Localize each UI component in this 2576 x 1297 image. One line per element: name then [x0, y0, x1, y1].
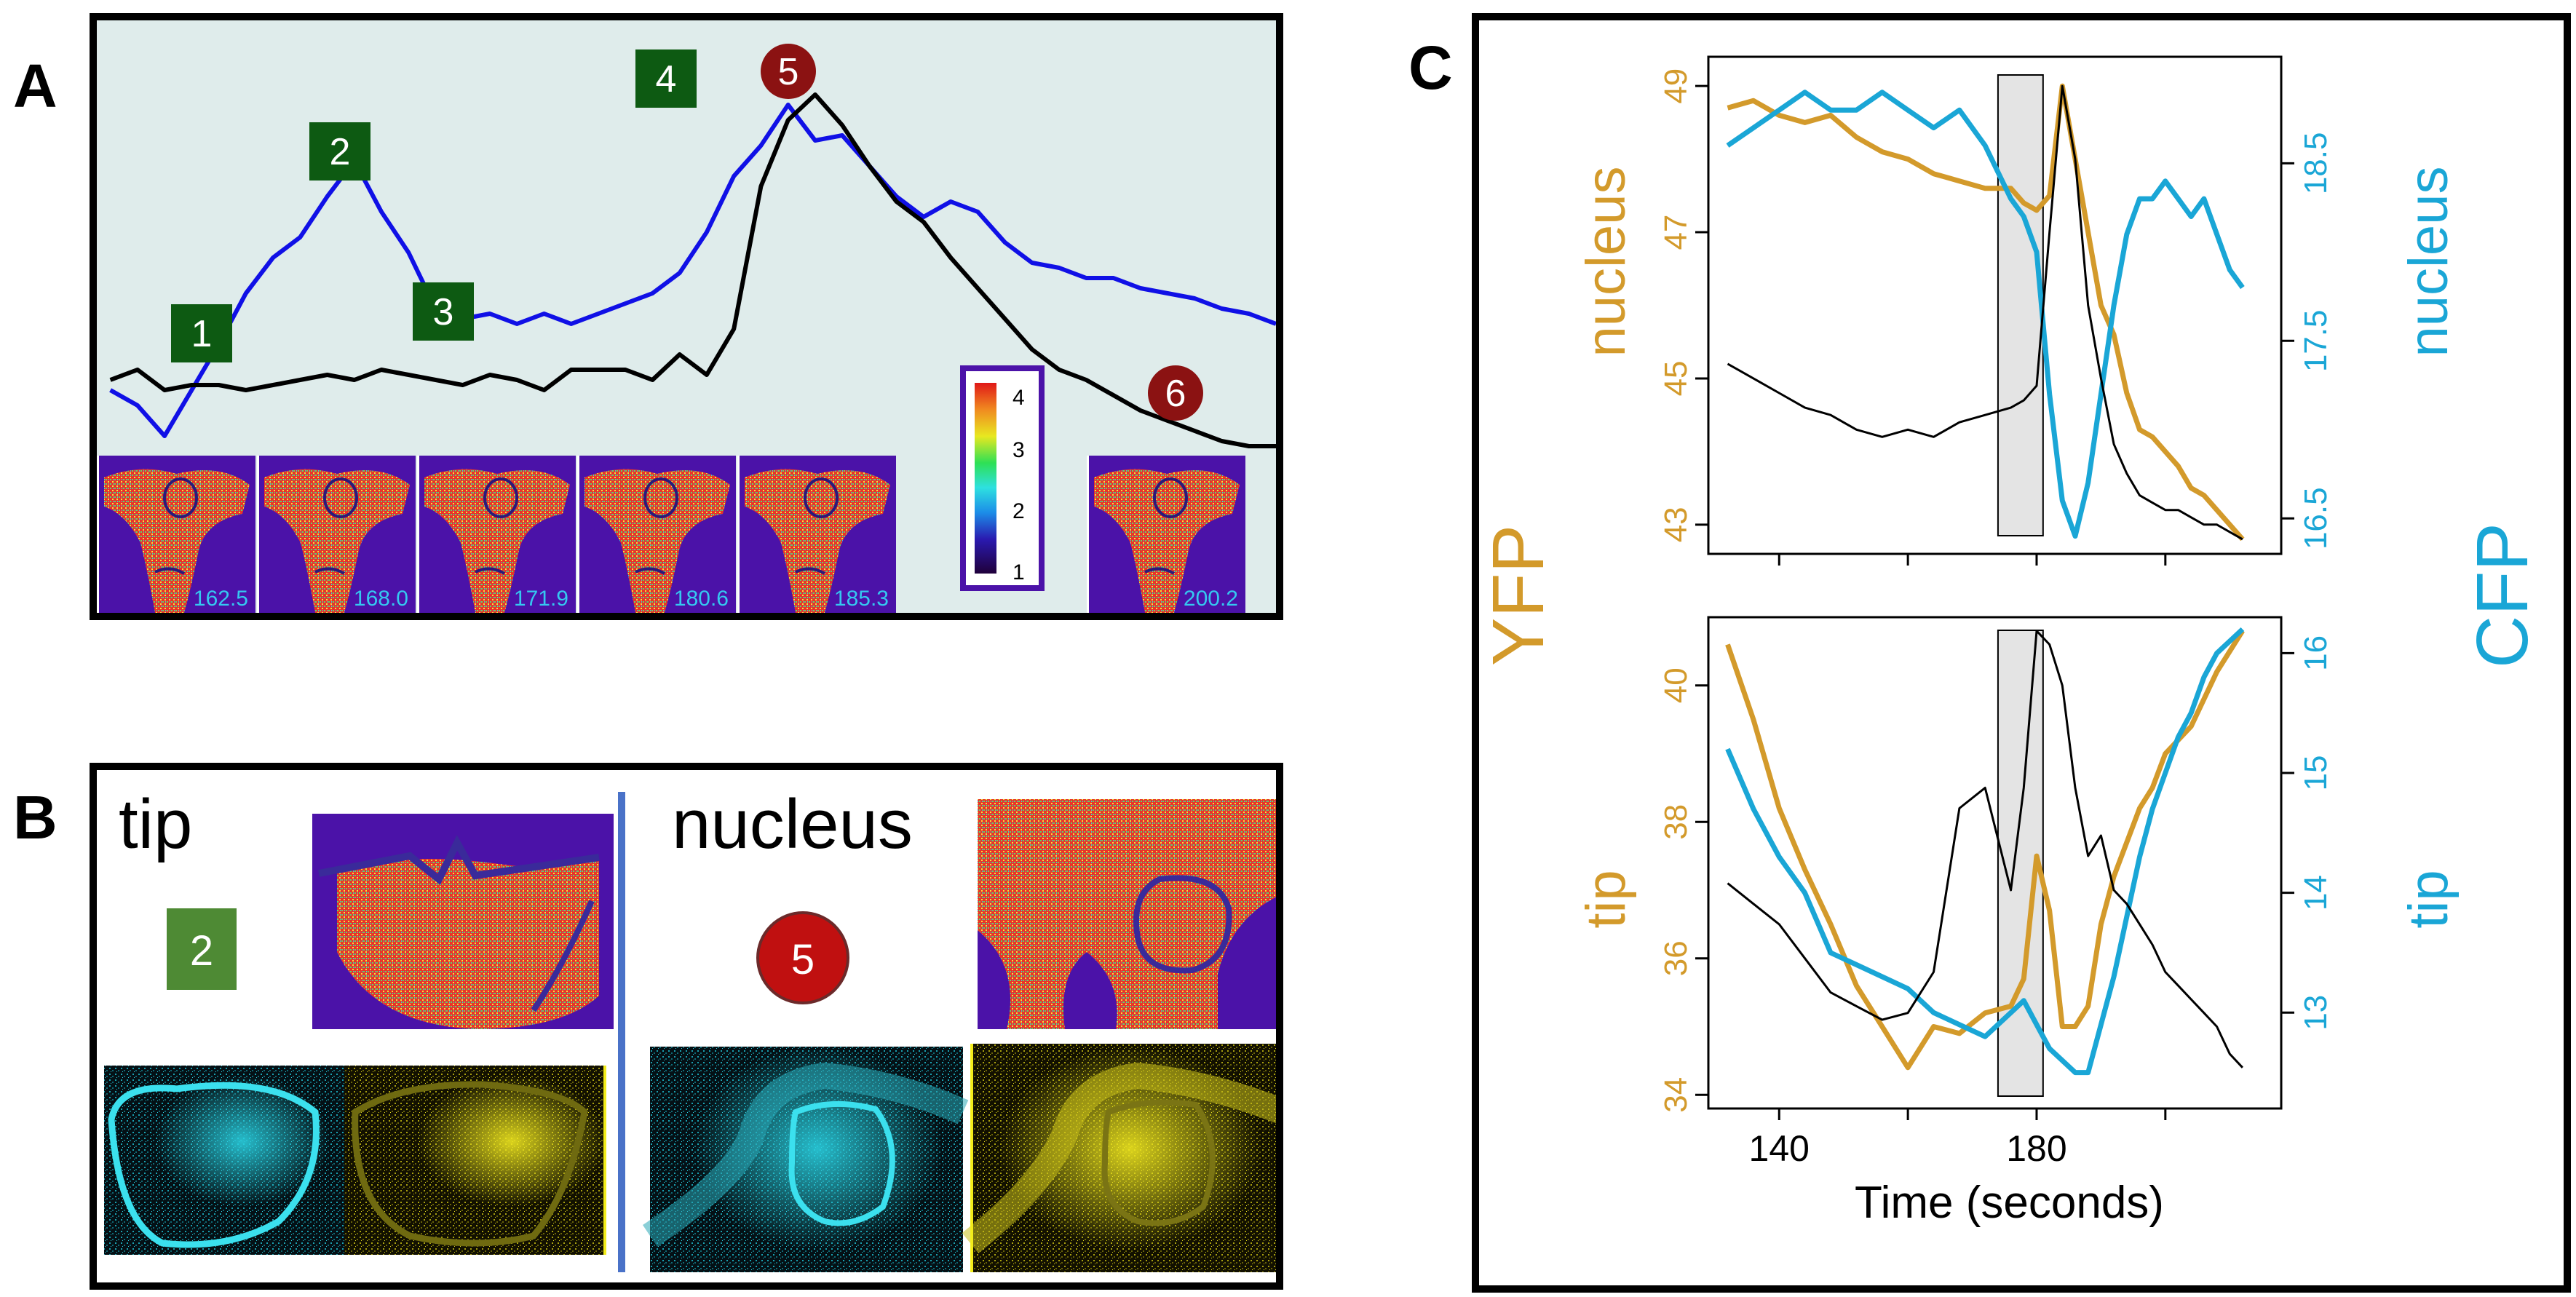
yfp-tip-label: tip	[1575, 870, 1637, 928]
y2-tick-label: 18.5	[2298, 132, 2334, 195]
y2-tick-label: 13	[2298, 995, 2334, 1031]
y-tick-label: 43	[1658, 507, 1694, 542]
frame-time-label: 162.5	[194, 587, 248, 611]
colorbar-tick-3: 3	[1012, 438, 1025, 462]
panel-a-chart: 162.5 168.0 171.9 180.6 185.3 200.2 1 2 3 4 5 6 4 …	[97, 20, 1276, 613]
colorbar-tick-1: 1	[1012, 560, 1025, 584]
plot-frame	[1707, 616, 2283, 1110]
y-tick-label: 45	[1658, 360, 1694, 396]
ratio-frame-4: 185.3	[737, 456, 896, 613]
trace-marker-1: 1	[171, 304, 232, 362]
yfp-nucleus-label: nucleus	[1575, 167, 1637, 357]
panel-label-a: A	[13, 52, 58, 120]
nucleus-ratio-image	[978, 799, 1276, 1029]
panel-label-b: B	[13, 783, 58, 852]
frame-time-label: 171.9	[514, 587, 568, 611]
y-tick-label: 36	[1658, 940, 1694, 976]
y-tick-label: 40	[1658, 667, 1694, 703]
x-axis-label: Time (seconds)	[1855, 1178, 2164, 1228]
ratio-frame-2: 171.9	[417, 456, 576, 613]
trace-marker-label: 2	[330, 131, 351, 173]
tip-cfp-image	[104, 1066, 344, 1255]
panel-b: 2 5 tip nucleus	[90, 763, 1283, 1290]
tip-marker: 2	[167, 908, 237, 990]
ratio-frame-0: 162.5	[97, 456, 255, 613]
frame-time-label: 185.3	[834, 587, 889, 611]
ratio-frame-5: 200.2	[1087, 456, 1245, 613]
y-tick-label: 47	[1658, 215, 1694, 250]
frame-time-label: 168.0	[354, 587, 408, 611]
nucleus-marker-label: 5	[791, 936, 815, 983]
trace-marker-3: 3	[413, 282, 474, 341]
trace-marker-2: 2	[309, 122, 370, 181]
panel-c: 49 47 45 43 18.5 17.5 16.5 nucleus nucleus 40 38 36…	[1472, 13, 2571, 1293]
ratio-black--line	[1727, 630, 2243, 1068]
cfp-nucleus-label: nucleus	[2398, 167, 2460, 357]
y-tick-label: 34	[1658, 1077, 1694, 1113]
cfp-nucleus-line	[1726, 90, 2245, 539]
yfp-axis-title: YFP	[1479, 525, 1559, 666]
colorbar-tick-2: 2	[1012, 499, 1025, 523]
y2-tick-label: 17.5	[2298, 309, 2334, 372]
ratio-black--line	[1727, 84, 2243, 541]
trace-marker-label: 6	[1165, 373, 1186, 415]
x-tick-label: 140	[1749, 1128, 1810, 1169]
tip-trace-line	[109, 103, 1276, 438]
trace-marker-6: 6	[1148, 365, 1203, 421]
y2-tick-label: 15	[2298, 755, 2334, 791]
frame-time-label: 200.2	[1184, 587, 1238, 611]
tip-marker-label: 2	[190, 927, 213, 975]
tip-yfp-image	[344, 1066, 606, 1255]
cfp-tip-label: tip	[2398, 870, 2460, 928]
panel-b-figure: 2 5	[104, 792, 1276, 1272]
panel-b-divider	[618, 792, 625, 1272]
y2-tick-label: 16	[2298, 635, 2334, 671]
yfp-nucleus-line	[1727, 83, 2245, 542]
nucleus-yfp-image	[962, 1044, 1276, 1272]
panel-a: 162.5 168.0 171.9 180.6 185.3 200.2 1 2 3 4 5 6 4 …	[90, 13, 1283, 620]
tip-label: tip	[119, 785, 193, 863]
panel-c-tip-plot: 40 38 36 34 16 15 14 13 140 180 Time (seconds) tip t…	[1575, 616, 2460, 1228]
panel-c-chart: 49 47 45 43 18.5 17.5 16.5 nucleus nucleus 40 38 36…	[1479, 55, 2543, 1228]
trace-marker-4: 4	[635, 49, 697, 108]
plot-frame	[1707, 55, 2283, 555]
trace-marker-label: 1	[191, 313, 213, 355]
ratio-frame-1: 168.0	[257, 456, 416, 613]
trace-marker-5: 5	[761, 44, 816, 99]
trace-marker-label: 5	[778, 51, 799, 93]
ratio-frame-3: 180.6	[577, 456, 736, 613]
trace-marker-label: 4	[656, 58, 677, 100]
nucleus-trace-line	[109, 92, 1276, 448]
y-tick-label: 38	[1658, 804, 1694, 840]
tip-ratio-image	[308, 814, 614, 1029]
nucleus-marker: 5	[756, 911, 849, 1004]
y-tick-label: 49	[1658, 68, 1694, 104]
cfp-tip-line	[1725, 627, 2245, 1076]
y2-tick-label: 14	[2298, 875, 2334, 911]
x-tick-label: 180	[2006, 1128, 2066, 1169]
frame-time-label: 180.6	[674, 587, 729, 611]
nucleus-label: nucleus	[672, 785, 913, 863]
colorbar: 4 3 2 1	[960, 365, 1045, 591]
y2-tick-label: 16.5	[2298, 487, 2334, 550]
colorbar-tick-4: 4	[1012, 386, 1025, 410]
panel-c-nucleus-plot: 49 47 45 43 18.5 17.5 16.5 nucleus nucleus	[1575, 55, 2460, 566]
nucleus-cfp-image	[643, 1047, 969, 1272]
panel-label-c: C	[1408, 33, 1453, 102]
trace-marker-label: 3	[433, 291, 454, 333]
shaded-interval	[1997, 74, 2044, 536]
cfp-axis-title: CFP	[2462, 523, 2543, 668]
